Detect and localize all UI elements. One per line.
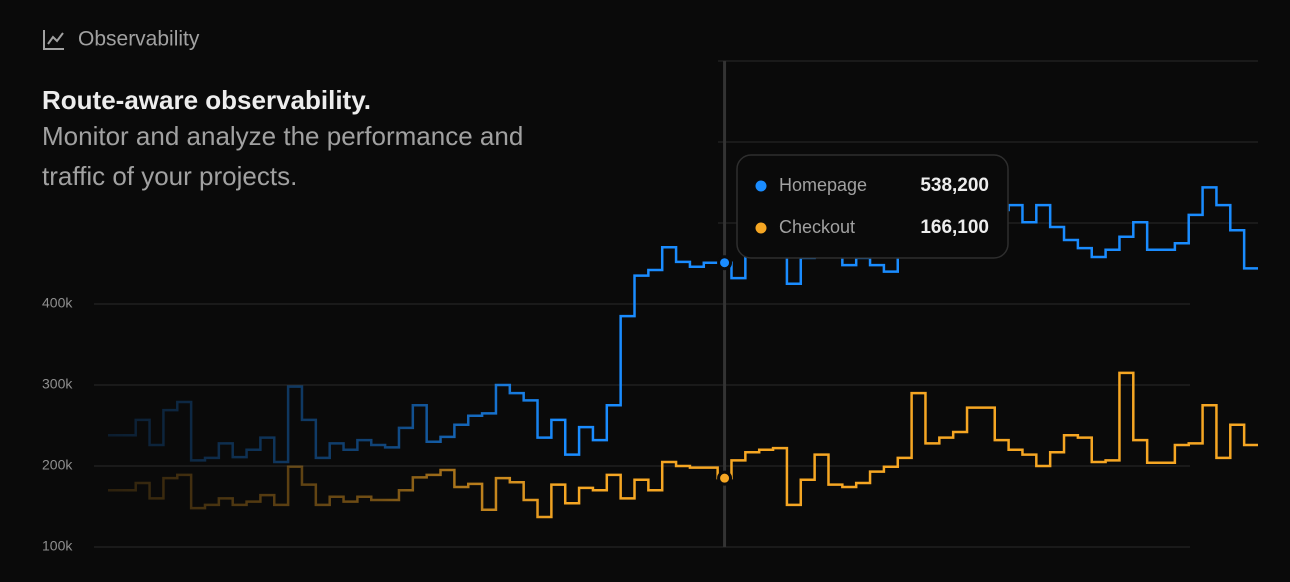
- tooltip: [736, 154, 1009, 259]
- series-line: [108, 371, 1258, 519]
- header-icon: [43, 30, 64, 50]
- y-tick-label: 300k: [42, 376, 73, 392]
- heading: Route-aware observability.: [42, 85, 371, 115]
- y-tick-label: 100k: [42, 538, 73, 554]
- series-line: [108, 186, 1258, 464]
- series-group: [108, 186, 1258, 519]
- hover-dot: [717, 470, 733, 486]
- tooltip-value: 538,200: [920, 175, 989, 196]
- y-tick-label: 200k: [42, 457, 73, 473]
- tooltip-name: Homepage: [779, 175, 867, 195]
- hover-dot: [717, 255, 733, 271]
- legend-dot: [755, 180, 767, 192]
- y-tick-label: 400k: [42, 295, 73, 311]
- tooltip-name: Checkout: [779, 217, 855, 237]
- header-title: Observability: [78, 28, 200, 51]
- tooltip-value: 166,100: [920, 217, 989, 238]
- legend-dot: [755, 222, 767, 234]
- subheading: Monitor and analyze the performance and …: [42, 121, 524, 191]
